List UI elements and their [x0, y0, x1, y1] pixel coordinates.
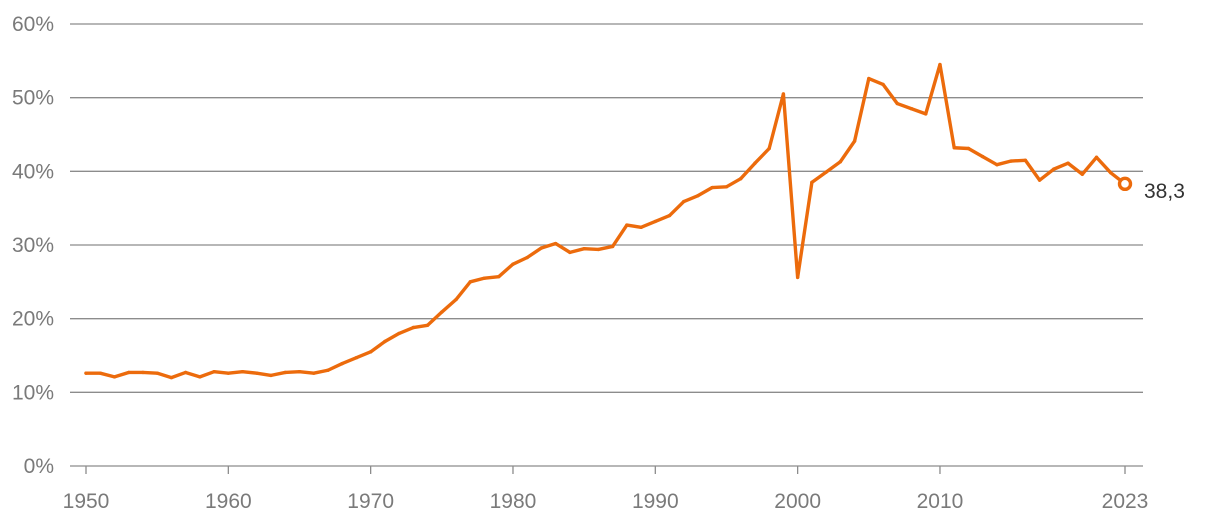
data-point: [739, 177, 743, 181]
data-point: [212, 370, 216, 374]
x-tick-label: 2000: [774, 490, 821, 513]
data-point: [881, 82, 885, 87]
data-point: [312, 371, 316, 375]
data-point: [1023, 158, 1028, 162]
x-tick-label: 1970: [347, 490, 394, 513]
y-tick-label: 30%: [12, 234, 54, 257]
grid-lines: [70, 23, 1143, 393]
data-point: [468, 280, 472, 284]
data-point: [767, 146, 771, 151]
end-annotation: 38,3: [1117, 176, 1185, 203]
y-tick-label: 50%: [12, 87, 54, 110]
data-point: [995, 163, 999, 167]
data-point: [269, 373, 273, 378]
x-axis: [70, 465, 1143, 474]
data-point: [753, 161, 757, 165]
data-point: [383, 339, 387, 344]
data-point: [255, 371, 259, 375]
x-tick-label: 1960: [205, 490, 252, 513]
data-point: [667, 213, 672, 218]
data-point: [326, 368, 330, 372]
data-point: [596, 247, 601, 252]
data-point: [895, 101, 899, 106]
data-point: [497, 274, 501, 279]
x-tick-label: 2023: [1102, 490, 1149, 513]
y-tick-label: 0%: [24, 455, 54, 478]
data-point: [226, 371, 231, 375]
data-point: [824, 170, 828, 174]
data-point: [368, 350, 373, 354]
data-point: [653, 219, 658, 224]
y-tick-label: 60%: [12, 13, 54, 36]
data-point: [938, 62, 942, 67]
data-point: [810, 180, 814, 185]
data-point: [710, 185, 714, 190]
data-point: [112, 375, 117, 379]
data-point: [553, 241, 558, 246]
data-point: [155, 371, 159, 375]
data-point: [198, 375, 202, 379]
data-point: [340, 361, 344, 366]
x-tick-label: 1980: [490, 490, 537, 513]
data-point: [696, 193, 700, 198]
data-point: [724, 185, 729, 189]
data-point: [568, 250, 572, 255]
x-tick-label: 1950: [63, 490, 110, 513]
data-point: [98, 371, 102, 375]
x-axis-labels: 1950 1960 1970 1980 1990 2000 2010 2023: [63, 490, 1149, 513]
y-tick-label: 40%: [12, 160, 54, 183]
data-point: [966, 146, 971, 151]
data-point: [795, 275, 800, 280]
data-point: [126, 370, 131, 375]
x-tick-label: 1990: [632, 490, 679, 513]
data-point: [354, 356, 359, 360]
data-point: [525, 255, 529, 260]
data-point: [141, 370, 145, 375]
data-point: [283, 370, 287, 375]
data-point: [952, 146, 956, 150]
data-point: [838, 160, 843, 164]
y-axis-labels: 0% 10% 20% 30% 40% 50% 60%: [12, 13, 54, 478]
data-point: [425, 323, 430, 327]
data-point: [1009, 159, 1013, 163]
data-point: [454, 297, 458, 302]
data-point: [980, 154, 985, 159]
data-point: [852, 139, 857, 143]
data-point: [297, 370, 302, 374]
data-point: [440, 310, 444, 314]
data-point: [639, 225, 643, 230]
data-point: [482, 276, 487, 280]
data-point: [1066, 161, 1070, 165]
end-point-marker: [1117, 176, 1133, 192]
data-point: [625, 223, 629, 227]
y-tick-label: 20%: [12, 308, 54, 331]
data-point: [511, 262, 515, 266]
end-value-label: 38,3: [1144, 180, 1185, 203]
data-point: [1052, 167, 1056, 171]
y-tick-label: 10%: [12, 381, 54, 404]
data-point: [84, 371, 88, 375]
series-group: [84, 62, 1127, 380]
data-point: [781, 92, 786, 96]
data-point: [411, 325, 416, 330]
data-point: [1094, 155, 1099, 160]
data-point: [397, 331, 401, 336]
data-point: [924, 112, 928, 116]
data-point: [867, 76, 871, 81]
data-point: [909, 107, 914, 111]
data-point: [183, 370, 188, 375]
data-point: [582, 246, 586, 251]
data-point: [682, 199, 686, 204]
series-line: [84, 62, 1127, 380]
data-point: [1037, 178, 1042, 182]
data-point: [539, 246, 544, 250]
data-point: [610, 244, 615, 249]
data-point: [240, 370, 245, 374]
data-point: [169, 375, 174, 380]
data-point: [1080, 172, 1085, 176]
x-tick-label: 2010: [917, 490, 964, 513]
data-point: [1109, 171, 1113, 175]
